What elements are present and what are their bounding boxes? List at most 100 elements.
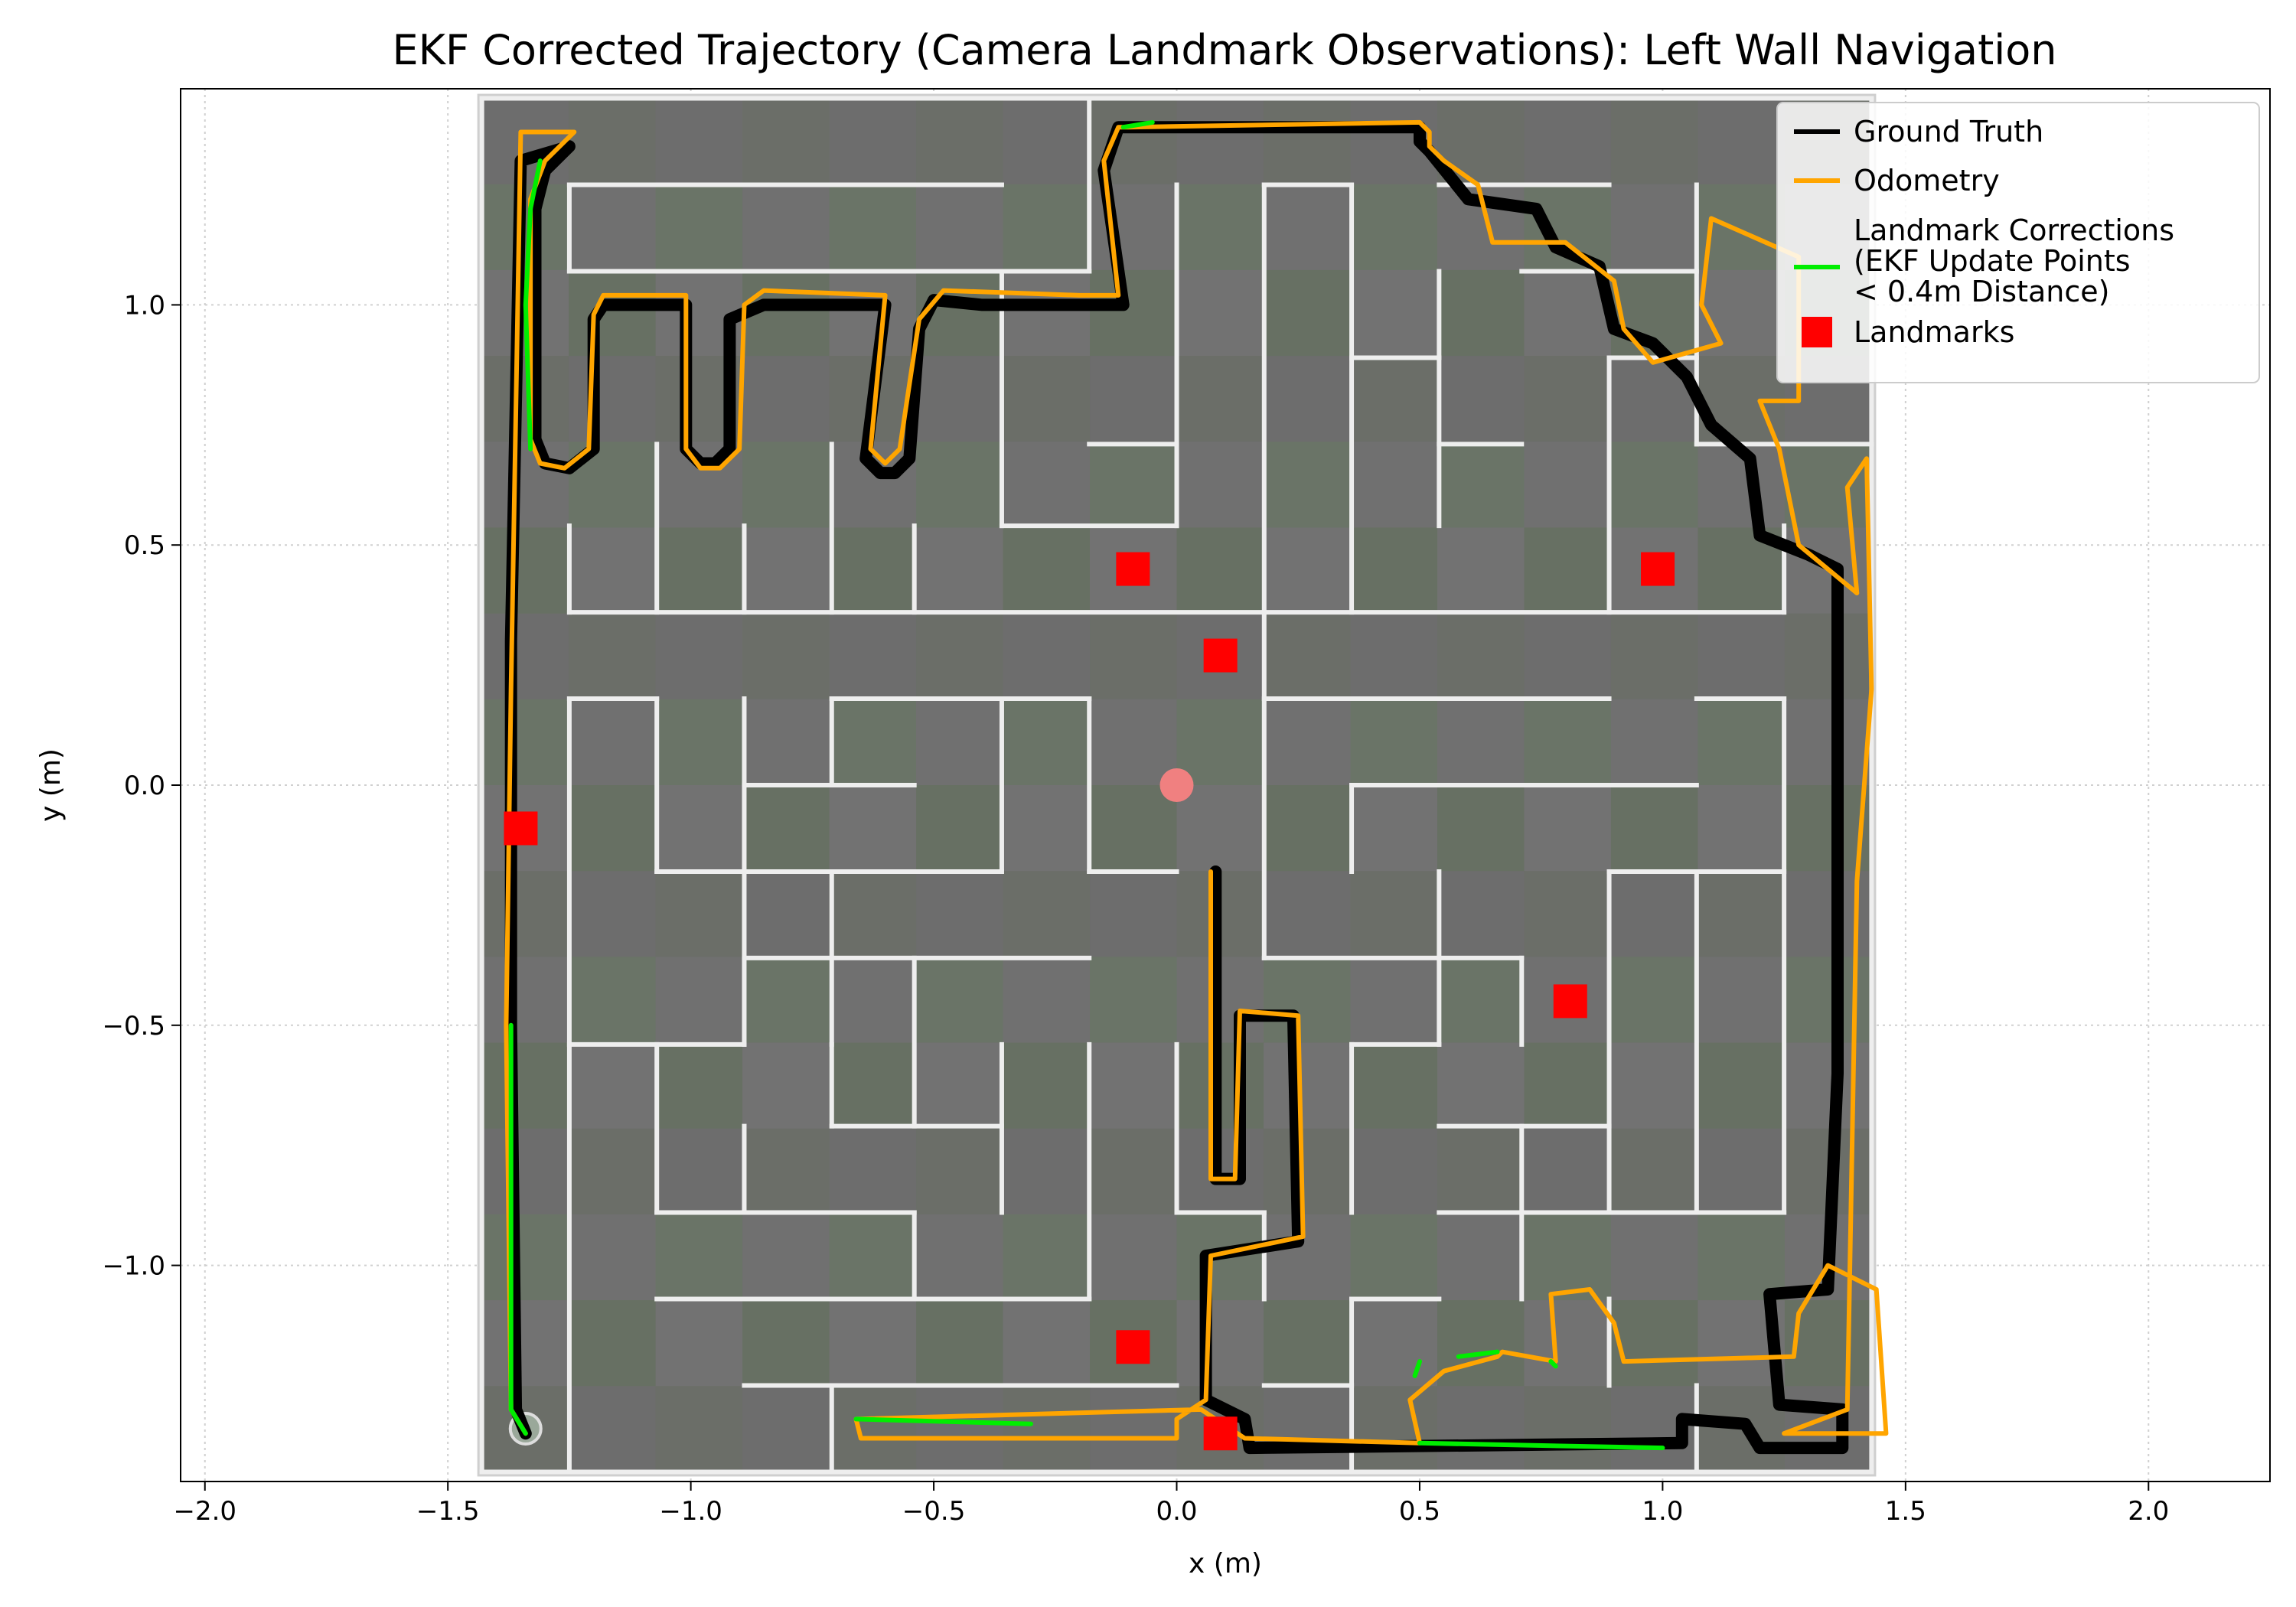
map-cell bbox=[742, 1042, 830, 1129]
map-cell bbox=[1003, 442, 1091, 529]
map-cell bbox=[1176, 184, 1264, 271]
map-cell bbox=[1437, 699, 1525, 786]
map-cell bbox=[569, 1300, 657, 1387]
y-axis-label: y (m) bbox=[35, 748, 67, 822]
map-cell bbox=[655, 1042, 743, 1129]
map-cell bbox=[1003, 356, 1091, 442]
map-cell bbox=[1698, 1214, 1786, 1301]
map-cell bbox=[1176, 98, 1264, 185]
map-cell bbox=[1610, 184, 1699, 271]
map-cell bbox=[829, 871, 917, 957]
map-cell bbox=[1003, 871, 1091, 957]
map-cell bbox=[1350, 442, 1438, 529]
map-cell bbox=[742, 1214, 830, 1301]
map-cell bbox=[1090, 442, 1178, 529]
map-cell bbox=[481, 1042, 569, 1129]
map-cell bbox=[1263, 527, 1352, 614]
x-tick-label: 1.5 bbox=[1885, 1496, 1926, 1527]
map-cell bbox=[1437, 613, 1525, 700]
map-cell bbox=[481, 871, 569, 957]
map-cell bbox=[1524, 613, 1612, 700]
map-cell bbox=[569, 1386, 657, 1473]
x-axis-label: x (m) bbox=[1189, 1548, 1262, 1579]
map-cell bbox=[1263, 442, 1352, 529]
map-cell bbox=[1003, 184, 1091, 271]
map-cell bbox=[1524, 1386, 1612, 1473]
map-cell bbox=[655, 1214, 743, 1301]
map-cell bbox=[1784, 699, 1872, 786]
map-cell bbox=[1437, 1128, 1525, 1215]
legend-odometry-label: Odometry bbox=[1854, 164, 2000, 197]
map-cell bbox=[1698, 1128, 1786, 1215]
map-cell bbox=[1610, 871, 1699, 957]
map-cell bbox=[569, 1042, 657, 1129]
map-cell bbox=[569, 699, 657, 786]
map-cell bbox=[569, 1128, 657, 1215]
map-cell bbox=[1263, 613, 1352, 700]
x-tick-label: 0.0 bbox=[1156, 1496, 1197, 1527]
x-tick-label: 2.0 bbox=[2128, 1496, 2169, 1527]
map-cell bbox=[569, 269, 657, 357]
map-cell bbox=[1003, 957, 1091, 1044]
map-cell bbox=[1090, 1386, 1178, 1473]
map-cell bbox=[1524, 1042, 1612, 1129]
map-cell bbox=[569, 356, 657, 442]
map-cell bbox=[1350, 1300, 1438, 1387]
map-cell bbox=[916, 785, 1004, 872]
map-cell bbox=[1524, 785, 1612, 872]
legend-landmarks-label: Landmarks bbox=[1854, 315, 2014, 349]
map-cell bbox=[1003, 269, 1091, 357]
map-cell bbox=[569, 527, 657, 614]
map-cell bbox=[1524, 1300, 1612, 1387]
map-cell bbox=[1524, 269, 1612, 357]
x-tick-label: −1.5 bbox=[416, 1496, 480, 1527]
chart-title: EKF Corrected Trajectory (Camera Landmar… bbox=[392, 26, 2056, 74]
landmark-marker bbox=[504, 811, 538, 846]
map-cell bbox=[1437, 871, 1525, 957]
map-cell bbox=[1003, 1042, 1091, 1129]
map-cell bbox=[1176, 356, 1264, 442]
series-layer bbox=[504, 119, 1889, 1455]
ground-truth-line bbox=[504, 121, 1849, 1455]
map-cell bbox=[829, 1386, 917, 1473]
x-tick-label: 1.0 bbox=[1642, 1496, 1683, 1527]
map-cell bbox=[916, 184, 1004, 271]
map-cell bbox=[1610, 699, 1699, 786]
landmark-marker bbox=[1553, 984, 1587, 1019]
landmark-marker bbox=[1203, 1416, 1238, 1451]
map-cell bbox=[1263, 957, 1352, 1044]
map-cell bbox=[1698, 699, 1786, 786]
map-cell bbox=[1350, 1042, 1438, 1129]
map-cell bbox=[1437, 442, 1525, 529]
map-cell bbox=[569, 98, 657, 185]
map-cell bbox=[1524, 356, 1612, 442]
map-cell bbox=[1263, 184, 1352, 271]
map-cell bbox=[655, 613, 743, 700]
map-cell bbox=[481, 1128, 569, 1215]
map-cell bbox=[1350, 356, 1438, 442]
map-cell bbox=[1263, 1386, 1352, 1473]
map-cell bbox=[1784, 442, 1872, 529]
map-cell bbox=[1176, 527, 1264, 614]
map-cell bbox=[1610, 613, 1699, 700]
y-tick-label: −0.5 bbox=[102, 1011, 165, 1041]
map-cell bbox=[1350, 527, 1438, 614]
landmark-marker bbox=[1116, 552, 1150, 586]
landmark-correction-segment bbox=[1417, 1440, 1665, 1451]
map-cell bbox=[1610, 1214, 1699, 1301]
map-cell bbox=[916, 1386, 1004, 1473]
map-cell bbox=[1263, 699, 1352, 786]
map-cell bbox=[655, 184, 743, 271]
map-cell bbox=[916, 442, 1004, 529]
map-cell bbox=[1437, 785, 1525, 872]
map-cell bbox=[1003, 1214, 1091, 1301]
y-tick-label: 1.0 bbox=[124, 290, 165, 321]
map-cell bbox=[1003, 1300, 1091, 1387]
map-cell bbox=[829, 1042, 917, 1129]
map-cell bbox=[1090, 1214, 1178, 1301]
map-cell bbox=[1784, 613, 1872, 700]
map-cell bbox=[1524, 871, 1612, 957]
map-cell bbox=[916, 957, 1004, 1044]
map-cell bbox=[1350, 613, 1438, 700]
